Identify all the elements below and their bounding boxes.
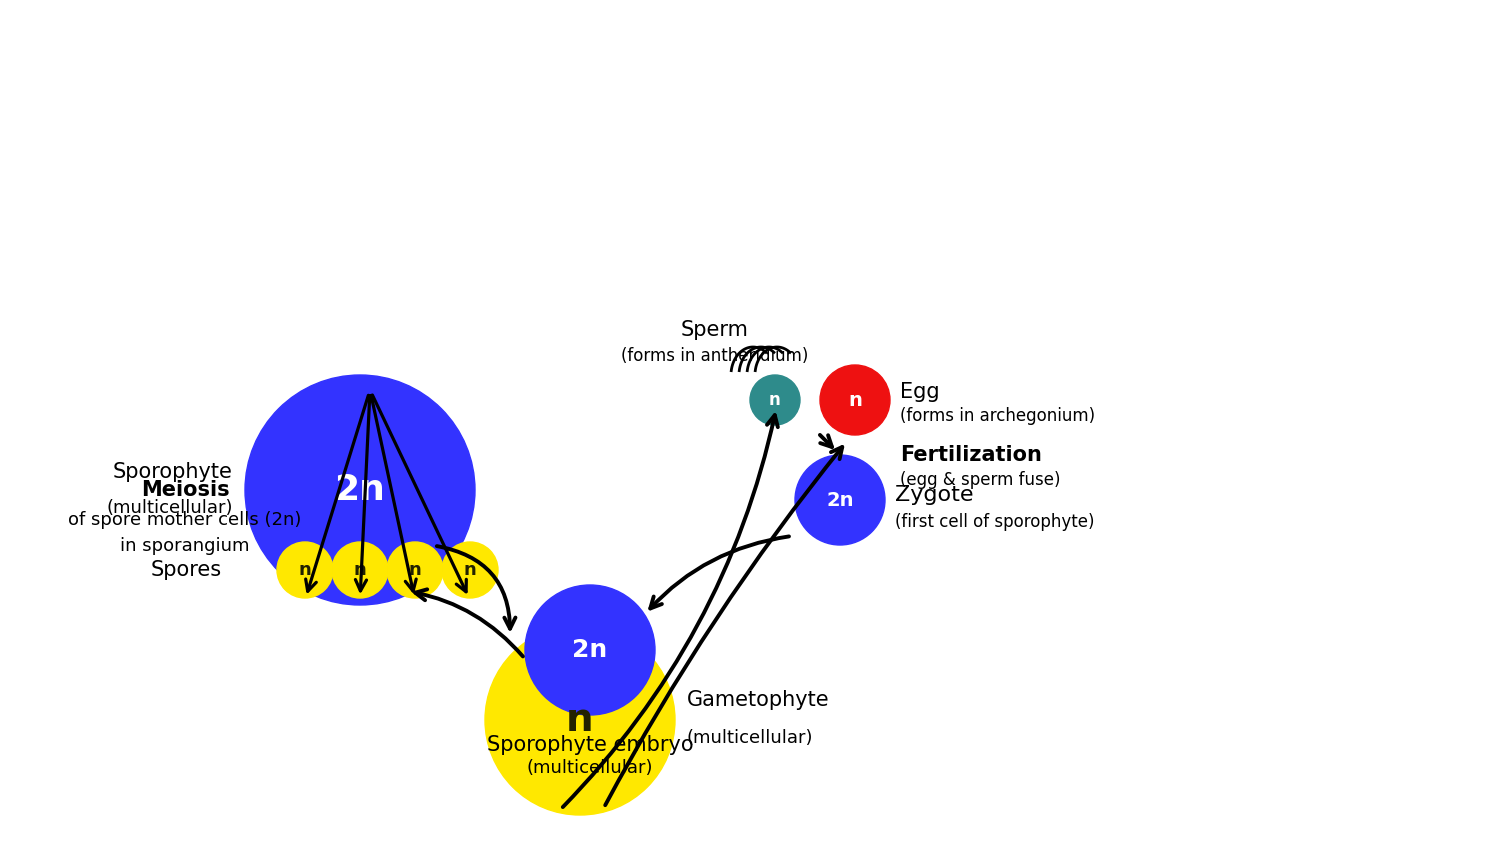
Circle shape: [244, 375, 476, 605]
Text: Sperm: Sperm: [681, 320, 748, 340]
Text: (multicellular): (multicellular): [106, 499, 232, 517]
Text: 2n: 2n: [573, 638, 608, 662]
Text: (multicellular): (multicellular): [526, 759, 654, 777]
Text: Spores: Spores: [152, 560, 222, 580]
Text: (multicellular): (multicellular): [687, 729, 813, 747]
Text: n: n: [408, 561, 422, 579]
Text: (egg & sperm fuse): (egg & sperm fuse): [900, 471, 1060, 489]
Text: Gametophyte: Gametophyte: [687, 690, 830, 710]
Text: n: n: [354, 561, 366, 579]
Text: (first cell of sporophyte): (first cell of sporophyte): [896, 513, 1095, 531]
Text: 2n: 2n: [827, 490, 854, 510]
Text: of spore mother cells (2n): of spore mother cells (2n): [69, 511, 302, 529]
Text: Sporophyte: Sporophyte: [112, 462, 232, 482]
Text: n: n: [847, 391, 862, 409]
Circle shape: [442, 542, 498, 598]
Circle shape: [750, 375, 800, 425]
Text: Sporophyte embryo: Sporophyte embryo: [486, 735, 693, 755]
Text: (forms in antheridium): (forms in antheridium): [621, 347, 809, 365]
Circle shape: [387, 542, 442, 598]
Text: Egg: Egg: [900, 382, 939, 402]
Circle shape: [795, 455, 885, 545]
Text: Fertilization: Fertilization: [900, 445, 1042, 465]
Circle shape: [821, 365, 890, 435]
Text: Meiosis: Meiosis: [141, 480, 230, 500]
Circle shape: [332, 542, 388, 598]
Text: (forms in archegonium): (forms in archegonium): [900, 407, 1095, 425]
Text: n: n: [298, 561, 312, 579]
Text: n: n: [566, 701, 594, 739]
Text: Zygote: Zygote: [896, 485, 974, 505]
Text: n: n: [464, 561, 477, 579]
Circle shape: [278, 542, 333, 598]
Text: in sporangium: in sporangium: [120, 537, 249, 555]
Text: n: n: [770, 391, 782, 409]
Circle shape: [525, 585, 656, 715]
Circle shape: [484, 625, 675, 815]
Text: 2n: 2n: [334, 473, 386, 507]
